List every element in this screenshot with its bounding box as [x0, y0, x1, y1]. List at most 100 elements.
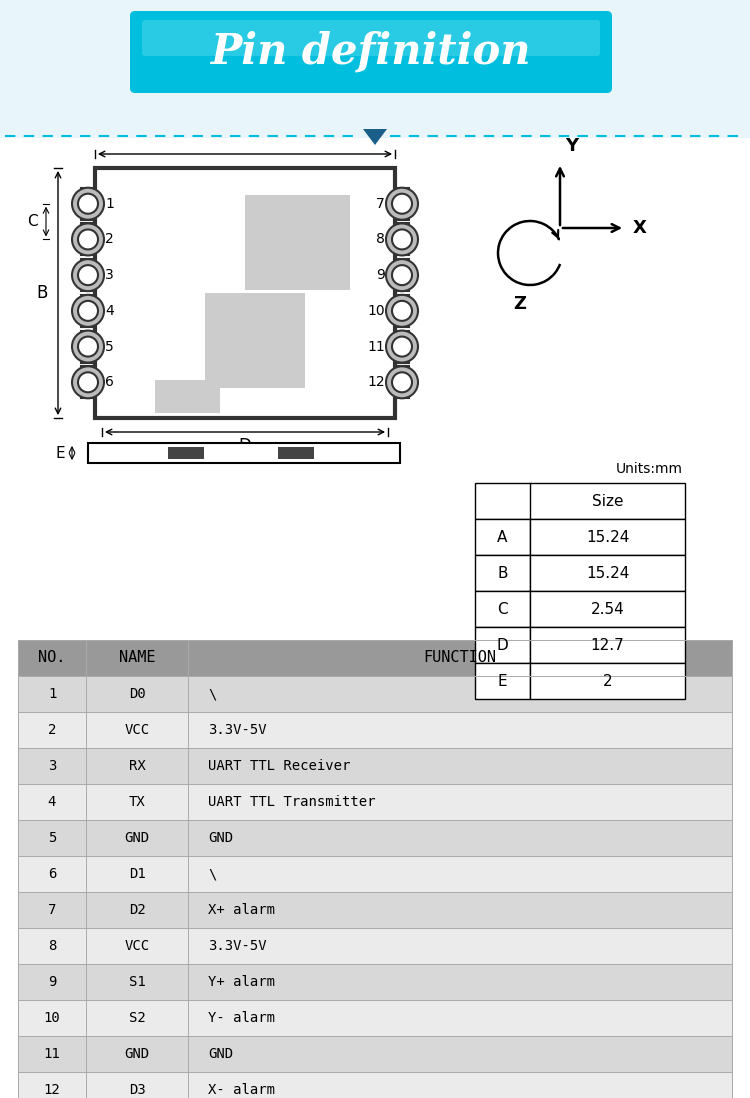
Circle shape: [392, 337, 412, 357]
Bar: [530, 554, 685, 591]
Circle shape: [386, 223, 418, 256]
Bar: [475, 627, 530, 663]
Circle shape: [78, 265, 98, 285]
Circle shape: [78, 229, 98, 249]
Text: \: \: [208, 687, 216, 701]
Bar: [18, 1000, 732, 1037]
Text: 2: 2: [603, 673, 612, 688]
Text: UART TTL Receiver: UART TTL Receiver: [208, 759, 350, 773]
Text: Y- alarm: Y- alarm: [208, 1011, 275, 1026]
Text: 15.24: 15.24: [586, 565, 629, 581]
Circle shape: [386, 188, 418, 220]
Polygon shape: [81, 330, 95, 362]
Text: 12: 12: [44, 1083, 60, 1097]
Polygon shape: [81, 188, 95, 220]
Text: RX: RX: [129, 759, 146, 773]
Circle shape: [78, 337, 98, 357]
Bar: [205, 293, 305, 388]
Text: 5: 5: [48, 831, 56, 845]
Text: 2.54: 2.54: [591, 602, 624, 616]
Text: 12.7: 12.7: [591, 638, 624, 652]
Text: E: E: [56, 446, 64, 460]
Text: VCC: VCC: [124, 939, 149, 953]
Text: 9: 9: [48, 975, 56, 989]
Text: D: D: [238, 437, 251, 455]
Text: Y: Y: [565, 137, 578, 155]
Polygon shape: [81, 259, 95, 291]
Bar: [0, 0, 750, 138]
Circle shape: [392, 265, 412, 285]
Text: GND: GND: [124, 831, 149, 845]
Circle shape: [78, 372, 98, 392]
Circle shape: [386, 259, 418, 291]
Text: E: E: [498, 673, 507, 688]
Polygon shape: [81, 295, 95, 327]
Circle shape: [72, 223, 104, 256]
Text: S1: S1: [129, 975, 146, 989]
Text: 8: 8: [48, 939, 56, 953]
Polygon shape: [81, 223, 95, 256]
Text: X- alarm: X- alarm: [208, 1083, 275, 1097]
Text: D1: D1: [129, 867, 146, 881]
Bar: [88, 442, 400, 463]
Text: B: B: [497, 565, 508, 581]
Text: GND: GND: [208, 1047, 233, 1061]
Text: 6: 6: [48, 867, 56, 881]
Polygon shape: [395, 223, 409, 256]
Text: GND: GND: [124, 1047, 149, 1061]
Polygon shape: [81, 367, 95, 399]
Text: Z: Z: [514, 295, 526, 313]
Circle shape: [72, 295, 104, 327]
Text: Pin definition: Pin definition: [211, 31, 531, 72]
Bar: [155, 380, 220, 413]
Text: NAME: NAME: [118, 650, 155, 665]
Text: D0: D0: [129, 687, 146, 701]
Text: D2: D2: [129, 903, 146, 917]
Text: 3: 3: [105, 268, 114, 282]
Bar: [0, 0, 750, 458]
Bar: [18, 784, 732, 820]
Circle shape: [78, 193, 98, 214]
Text: 12: 12: [368, 376, 385, 390]
Text: 5: 5: [105, 339, 114, 354]
Text: Units:mm: Units:mm: [616, 462, 683, 477]
Text: 1: 1: [105, 197, 114, 211]
Circle shape: [72, 330, 104, 362]
Bar: [475, 591, 530, 627]
Polygon shape: [363, 128, 387, 145]
Text: 9: 9: [376, 268, 385, 282]
Circle shape: [386, 295, 418, 327]
Bar: [475, 483, 685, 519]
Text: X+ alarm: X+ alarm: [208, 903, 275, 917]
Text: 2: 2: [105, 233, 114, 246]
Text: NO.: NO.: [38, 650, 66, 665]
Circle shape: [392, 372, 412, 392]
Bar: [245, 195, 350, 290]
Bar: [18, 676, 732, 712]
Bar: [0, 0, 750, 138]
Bar: [530, 519, 685, 554]
Text: 1: 1: [48, 687, 56, 701]
Polygon shape: [395, 295, 409, 327]
Bar: [18, 820, 732, 856]
Circle shape: [392, 229, 412, 249]
Polygon shape: [395, 188, 409, 220]
Bar: [18, 928, 732, 964]
Circle shape: [392, 193, 412, 214]
Text: 11: 11: [44, 1047, 60, 1061]
Text: FUNCTION: FUNCTION: [424, 650, 496, 665]
Text: 6: 6: [105, 376, 114, 390]
Bar: [530, 591, 685, 627]
Bar: [278, 447, 314, 459]
Text: 7: 7: [48, 903, 56, 917]
Text: 10: 10: [44, 1011, 60, 1026]
Circle shape: [386, 330, 418, 362]
Circle shape: [392, 301, 412, 321]
Text: 3: 3: [48, 759, 56, 773]
Bar: [168, 447, 204, 459]
Bar: [18, 712, 732, 748]
FancyBboxPatch shape: [130, 11, 612, 93]
Text: S2: S2: [129, 1011, 146, 1026]
Text: 10: 10: [368, 304, 385, 317]
Circle shape: [78, 301, 98, 321]
